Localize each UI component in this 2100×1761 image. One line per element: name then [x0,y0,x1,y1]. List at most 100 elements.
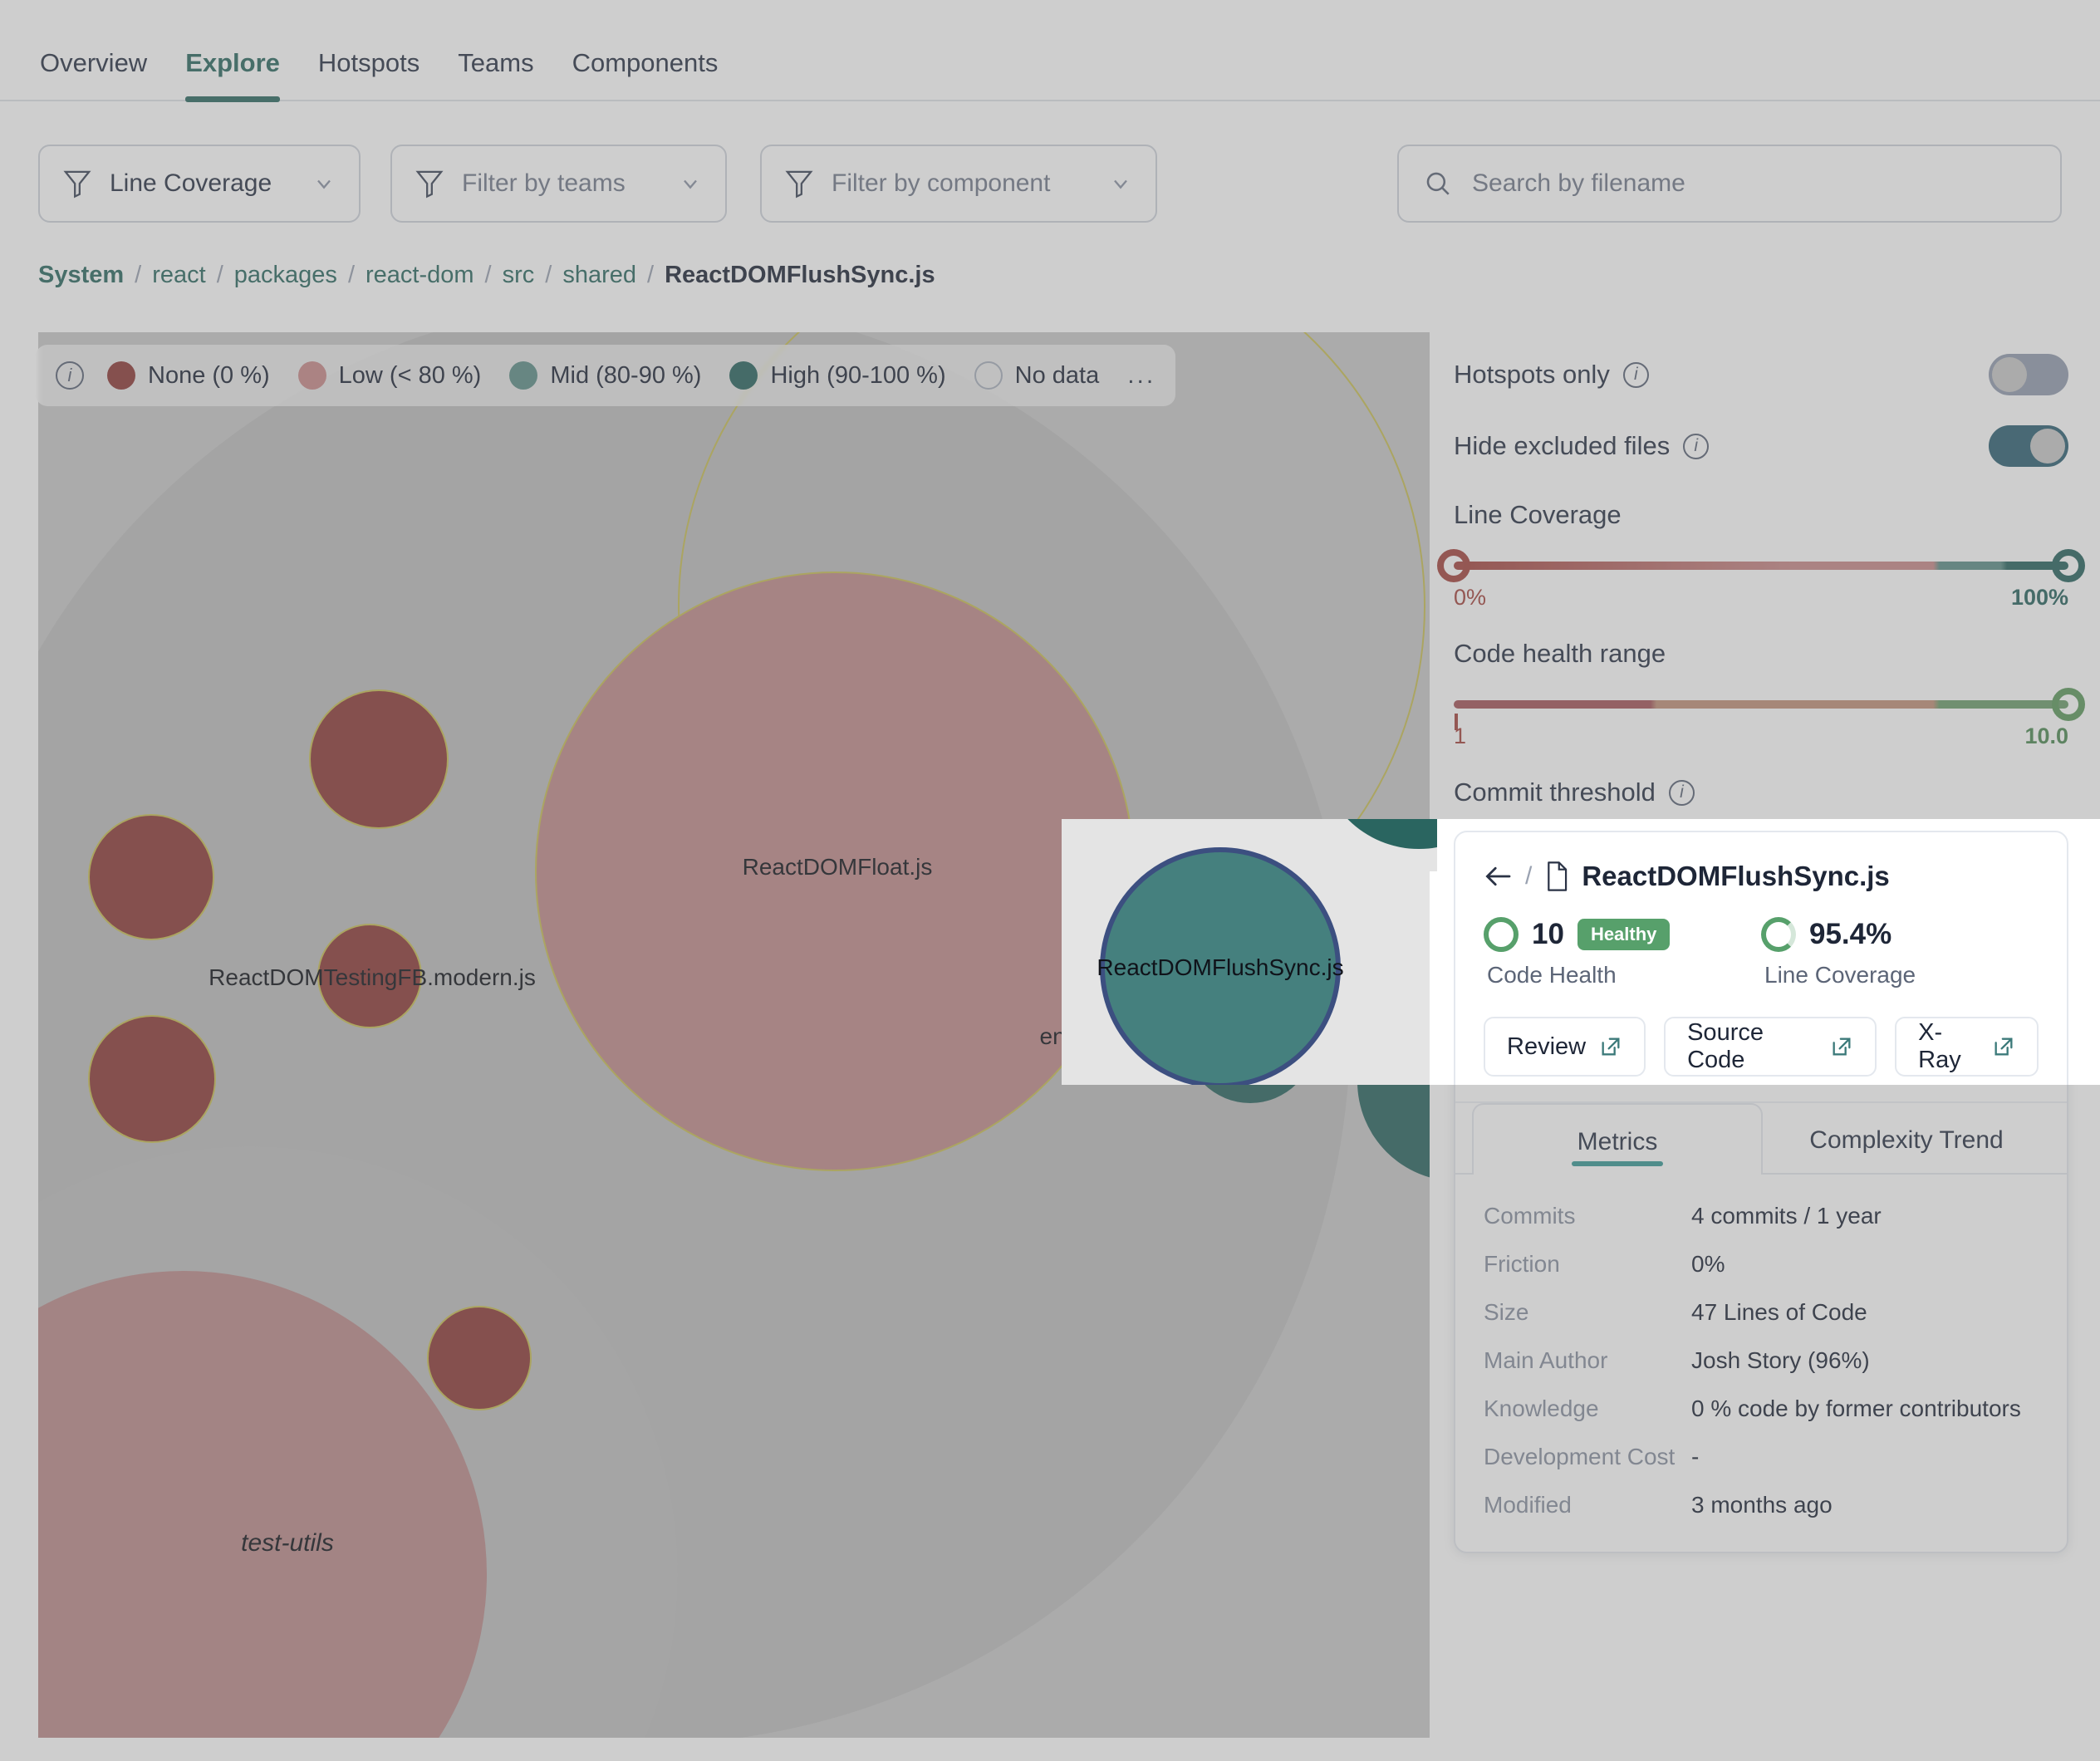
control-hide-excluded: Hide excluded files i [1454,410,2068,482]
legend-item-mid[interactable]: Mid (80-90 %) [509,361,701,390]
file-detail-actions: Review Source Code X-Ray [1484,1017,2039,1077]
legend-swatch-high [729,361,758,390]
group-label-test-utils: test-utils [241,1529,334,1557]
filter-metric[interactable]: Line Coverage [38,145,361,223]
source-code-button-label: Source Code [1687,1019,1764,1073]
row-key: Development Cost [1484,1444,1676,1469]
filter-component-label: Filter by component [832,169,1051,197]
slider-line-coverage: Line Coverage 0% 100% [1437,500,2085,611]
tab-explore[interactable]: Explore [185,48,280,102]
slider-code-health: Code health range 1 10.0 [1454,639,2085,749]
line-coverage-value: 95.4% [1809,918,1892,950]
legend-item-high[interactable]: High (90-100 %) [729,361,946,390]
filter-bar: Line Coverage Filter by teams Filter by … [0,133,2100,228]
info-icon[interactable]: i [1622,361,1649,388]
legend-item-low[interactable]: Low (< 80 %) [297,361,481,390]
funnel-icon [785,170,813,199]
review-button[interactable]: Review [1484,1017,1646,1077]
status-badge: Healthy [1577,919,1671,950]
breadcrumb-item-src[interactable]: src [502,262,535,288]
metric-code-health: 10 Healthy Code Health [1484,917,1761,988]
bubble-react-dom-float[interactable] [535,571,1135,1171]
selected-bubble[interactable] [1100,847,1341,1085]
legend-label-none: None (0 %) [148,361,270,389]
bubble-react-dom-testing-fb[interactable] [317,924,422,1028]
row-value: 4 commits / 1 year [1691,1203,1882,1229]
breadcrumb-item-packages[interactable]: packages [233,262,337,288]
tab-metrics[interactable]: Metrics [1472,1103,1763,1175]
breadcrumb-item-system[interactable]: System [38,262,125,288]
line-coverage-track[interactable] [1437,549,2085,582]
legend-more-icon[interactable]: ... [1127,361,1156,389]
breadcrumb-item-react[interactable]: react [152,262,206,288]
row-value: - [1691,1444,1700,1469]
tab-complexity-trend[interactable]: Complexity Trend [1809,1126,2004,1154]
legend-label-mid: Mid (80-90 %) [550,361,702,389]
code-health-track[interactable] [1454,688,2085,730]
code-health-value: 10 [1532,918,1564,950]
tab-components[interactable]: Components [572,48,719,77]
info-icon[interactable]: i [1683,433,1710,459]
line-coverage-max: 100% [2010,585,2068,610]
search-box[interactable] [1397,145,2062,223]
filter-teams[interactable]: Filter by teams [390,145,727,223]
breadcrumb-separator: / [545,262,552,288]
bubble-none-1[interactable] [309,689,449,829]
breadcrumb-item-shared[interactable]: shared [562,262,637,288]
funnel-icon [63,170,91,199]
code-health-tick [1455,714,1458,730]
table-row: Commits 4 commits / 1 year [1484,1203,2039,1229]
code-health-caption: Code Health [1487,962,1617,988]
file-detail-tabs: Metrics Complexity Trend [1455,1103,2067,1175]
table-row: Modified 3 months ago [1484,1492,2039,1518]
row-value: 47 Lines of Code [1691,1299,1867,1325]
source-code-button[interactable]: Source Code [1664,1017,1877,1077]
tab-hotspots[interactable]: Hotspots [317,48,420,77]
card-head-clone: / ReactDOMFlushSync.js 10 Healthy Code H… [1454,831,2068,1085]
metrics-table: Commits 4 commits / 1 year Friction 0% S… [1455,1175,2067,1552]
info-icon[interactable]: i [1668,779,1695,806]
table-row: Development Cost - [1484,1444,2039,1470]
search-input[interactable] [1472,169,2035,198]
tab-teams[interactable]: Teams [458,48,534,77]
hotspots-only-toggle[interactable] [1989,354,2068,395]
code-health-scale: 1 10.0 [1454,724,2068,749]
row-key: Knowledge [1484,1396,1599,1421]
legend-item-no-data[interactable]: No data [974,361,1100,390]
x-ray-button[interactable]: X-Ray [1895,1017,2039,1077]
breadcrumb: System / react / packages / react-dom / … [38,262,935,289]
breadcrumb-separator: / [216,262,223,288]
bubble-none-3[interactable] [88,1015,216,1143]
breadcrumb-current: ReactDOMFlushSync.js [665,262,935,288]
bubble-label-react-dom-float: ReactDOMFloat.js [742,854,933,880]
breadcrumb-separator: / [135,262,142,288]
row-key: Main Author [1484,1347,1608,1373]
code-health-thumb-max[interactable] [2052,688,2085,721]
row-key: Friction [1484,1251,1560,1277]
line-coverage-thumb-max[interactable] [2052,549,2085,582]
filter-component[interactable]: Filter by component [760,145,1157,223]
info-icon[interactable]: i [56,361,84,390]
legend-swatch-no-data [974,361,1003,390]
table-row: Friction 0% [1484,1251,2039,1278]
spotlight-card-region: / ReactDOMFlushSync.js 10 Healthy Code H… [1437,819,2100,1085]
bubble-none-4[interactable] [427,1306,532,1410]
line-coverage-scale: 0% 100% [1454,585,2068,611]
tab-overview[interactable]: Overview [40,48,148,77]
breadcrumb-separator: / [647,262,655,288]
breadcrumb-item-react-dom[interactable]: react-dom [366,262,474,288]
bubble-chart[interactable]: ReactDOMTestingFB.modern.js ReactDOMFloa… [38,332,1430,1738]
table-row: Main Author Josh Story (96%) [1484,1347,2039,1374]
table-row: Size 47 Lines of Code [1484,1299,2039,1326]
row-value: Josh Story (96%) [1691,1347,1870,1373]
hide-excluded-toggle[interactable] [1989,425,2068,467]
line-coverage-thumb-min[interactable] [1437,549,1470,582]
hotspots-only-label: Hotspots only [1454,360,1610,389]
legend-item-none[interactable]: None (0 %) [107,361,270,390]
chevron-down-icon [1114,179,1127,189]
back-arrow-icon[interactable] [1484,865,1512,888]
bubble-none-2[interactable] [88,814,214,940]
x-ray-button-label: X-Ray [1918,1019,1961,1073]
legend-label-no-data: No data [1014,361,1100,389]
control-hotspots-only: Hotspots only i [1454,339,2068,410]
